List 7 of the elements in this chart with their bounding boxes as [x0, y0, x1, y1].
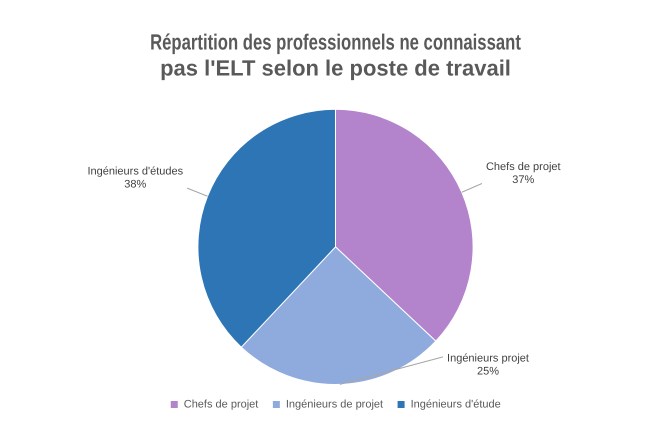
- chart-title: Répartition des professionnels ne connaissant pas l'ELT selon le poste de travail: [150, 30, 522, 81]
- legend-label: Ingénieurs d'étude: [410, 398, 501, 411]
- legend-label: Chefs de projet: [184, 398, 258, 411]
- legend-label: Ingénieurs de projet: [286, 398, 384, 411]
- data-label: Ingénieurs projet 25%: [447, 352, 529, 378]
- data-label: Chefs de projet 37%: [486, 161, 561, 186]
- data-label: Ingénieurs d'études 38%: [87, 166, 184, 191]
